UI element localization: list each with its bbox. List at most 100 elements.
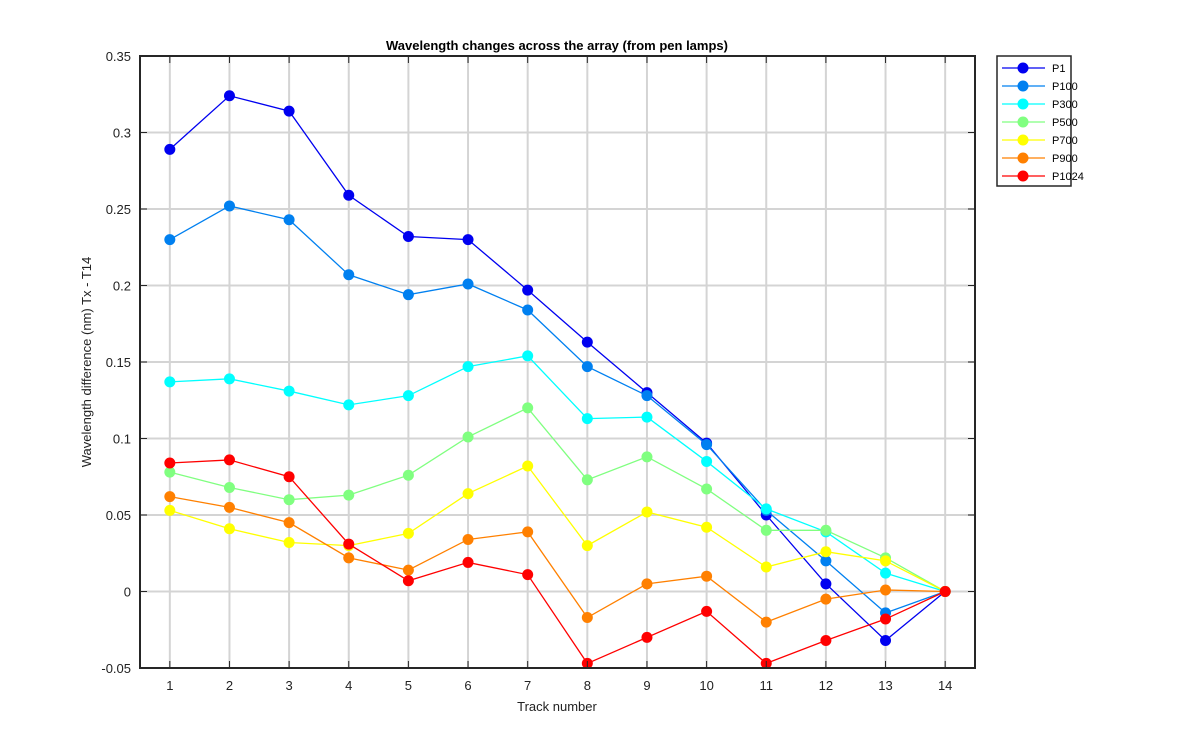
data-point (343, 269, 355, 281)
data-point (462, 278, 474, 290)
data-point (701, 439, 713, 451)
data-point (283, 494, 295, 506)
x-tick-label: 4 (345, 678, 352, 693)
data-point (760, 616, 772, 628)
data-point (939, 586, 951, 597)
data-point (760, 503, 772, 515)
data-point (402, 469, 414, 481)
data-point (223, 454, 235, 466)
data-point (223, 90, 235, 102)
data-point (522, 460, 534, 472)
legend-label: P900 (1052, 153, 1078, 165)
series-p1024 (164, 454, 951, 669)
data-point (462, 431, 474, 443)
legend-marker (1017, 62, 1029, 74)
data-point (223, 523, 235, 535)
data-point (820, 555, 832, 567)
data-point (164, 457, 176, 469)
x-tick-label: 11 (760, 678, 774, 693)
data-point (343, 189, 355, 201)
data-point (402, 231, 414, 243)
data-point (462, 361, 474, 373)
legend: P1 P100 P300 P500 P700 P900 P1024 (996, 55, 1084, 187)
legend-item-p700: P700 (1002, 134, 1078, 147)
data-point (522, 526, 534, 538)
data-point (164, 491, 176, 503)
legend-box (996, 55, 1072, 187)
data-point (164, 376, 176, 388)
legend-item-p1: P1 (1002, 62, 1065, 75)
series-line (169, 407, 946, 593)
legend-item-p300: P300 (1002, 98, 1078, 111)
y-tick-label: 0.1 (113, 432, 131, 447)
y-tick-label: 0.15 (106, 355, 131, 370)
legend-item-p100: P100 (1002, 80, 1078, 93)
y-tick-label: 0.25 (106, 202, 131, 217)
series-layer (164, 90, 951, 669)
x-axis-label: Track number (517, 699, 597, 714)
data-point (581, 336, 593, 348)
legend-item-p500: P500 (1002, 116, 1078, 129)
data-point (462, 533, 474, 545)
legend-label: P1 (1052, 63, 1065, 75)
data-point (641, 411, 653, 423)
x-tick-label: 9 (643, 678, 650, 693)
data-point (880, 613, 892, 625)
data-point (581, 612, 593, 624)
y-tick-label: 0.3 (113, 126, 131, 141)
legend-item-p1024: P1024 (1002, 170, 1084, 183)
legend-marker (1017, 98, 1029, 110)
data-point (522, 350, 534, 362)
data-point (164, 143, 176, 155)
x-tick-label: 3 (285, 678, 292, 693)
legend-label: P500 (1052, 117, 1078, 129)
data-point (283, 517, 295, 529)
series-line (169, 459, 946, 665)
data-point (343, 399, 355, 411)
data-point (880, 584, 892, 596)
legend-marker (1017, 134, 1029, 146)
data-point (223, 373, 235, 385)
data-point (283, 471, 295, 483)
data-point (283, 537, 295, 549)
legend-label: P700 (1052, 135, 1078, 147)
data-point (701, 483, 713, 495)
data-point (283, 385, 295, 397)
x-tick-label: 8 (584, 678, 591, 693)
legend-label: P100 (1052, 81, 1078, 93)
series-line (169, 205, 946, 614)
x-tick-label: 10 (699, 678, 713, 693)
data-point (581, 540, 593, 552)
y-tick-label: 0 (124, 585, 131, 600)
data-point (641, 631, 653, 643)
legend-marker (1017, 116, 1029, 128)
data-point (581, 413, 593, 425)
y-tick-label: 0.2 (113, 279, 131, 294)
legend-marker (1017, 80, 1029, 92)
series-line (169, 355, 946, 593)
x-tick-label: 13 (878, 678, 892, 693)
data-point (164, 234, 176, 246)
data-point (223, 481, 235, 493)
data-point (880, 634, 892, 646)
data-point (343, 489, 355, 501)
data-point (223, 501, 235, 513)
legend-marker (1017, 170, 1029, 182)
x-tick-label: 5 (405, 678, 412, 693)
data-point (283, 105, 295, 117)
data-point (522, 284, 534, 296)
legend-item-p900: P900 (1002, 152, 1078, 165)
y-tick-label: 0.35 (106, 49, 131, 64)
data-point (641, 390, 653, 402)
data-point (581, 474, 593, 486)
data-point (402, 527, 414, 539)
data-point (820, 593, 832, 605)
data-point (701, 570, 713, 582)
data-point (820, 578, 832, 590)
data-point (402, 564, 414, 576)
data-point (760, 524, 772, 536)
data-point (820, 524, 832, 536)
x-tick-label: 14 (938, 678, 952, 693)
series-line (169, 465, 946, 593)
x-axis-ticks: 1 2 3 4 5 6 7 8 9 10 11 12 13 14 (166, 56, 952, 693)
